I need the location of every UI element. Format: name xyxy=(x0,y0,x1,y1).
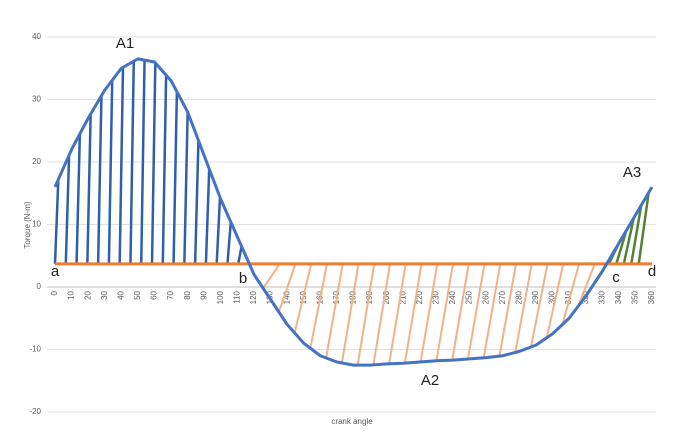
hatch xyxy=(514,263,533,353)
hatch xyxy=(372,263,391,366)
hatch xyxy=(356,263,376,366)
hatch xyxy=(435,263,454,361)
x-tick-label: 90 xyxy=(199,290,208,299)
x-tick-label: 220 xyxy=(415,290,424,304)
hatch xyxy=(451,263,470,361)
hatch xyxy=(150,62,157,264)
x-tick-label: 100 xyxy=(216,290,225,304)
y-tick-label: 10 xyxy=(32,220,41,229)
x-tick-label: 110 xyxy=(233,290,242,303)
hatch xyxy=(86,114,92,264)
x-tick-label: 300 xyxy=(548,290,557,304)
hatch xyxy=(561,263,580,325)
x-tick-label: 20 xyxy=(83,290,92,299)
x-tick-label: 140 xyxy=(282,290,291,304)
annotation: a xyxy=(51,263,60,280)
x-tick-label: 230 xyxy=(432,290,441,304)
hatch xyxy=(630,205,643,265)
x-tick-label: 330 xyxy=(597,290,606,304)
x-tick-label: 340 xyxy=(614,290,623,304)
x-tick-label: 10 xyxy=(67,290,76,299)
hatch xyxy=(309,263,328,349)
hatch xyxy=(96,95,103,264)
x-tick-label: 30 xyxy=(100,290,109,299)
hatch xyxy=(139,60,146,264)
y-tick-label: 20 xyxy=(32,157,41,166)
hatch xyxy=(498,263,518,357)
annotation: A1 xyxy=(116,35,134,52)
x-tick-label: 50 xyxy=(133,290,142,299)
hatch xyxy=(482,263,502,358)
annotation: A3 xyxy=(623,164,641,181)
x-tick-label: 280 xyxy=(514,290,523,304)
annotation: A2 xyxy=(421,372,439,389)
hatch xyxy=(325,263,344,359)
line xyxy=(53,57,654,367)
x-tick-label: 290 xyxy=(531,290,540,304)
y-tick-label: 30 xyxy=(32,95,41,104)
x-tick-label: 0 xyxy=(50,290,59,295)
hatch xyxy=(622,217,635,265)
hatch xyxy=(466,263,486,360)
y-tick-label: 0 xyxy=(37,282,42,291)
hatch xyxy=(64,155,71,264)
y-tick-label: -20 xyxy=(29,407,41,416)
x-tick-label: 200 xyxy=(382,290,391,304)
annotation: d xyxy=(648,263,656,280)
y-tick-label: -10 xyxy=(29,345,41,354)
x-tick-label: 270 xyxy=(498,290,507,304)
x-tick-label: 250 xyxy=(465,290,474,304)
hatch xyxy=(262,263,281,289)
x-tick-label: 240 xyxy=(448,290,457,304)
hatch xyxy=(419,263,439,363)
x-tick-label: 260 xyxy=(481,290,490,304)
hatch xyxy=(293,263,313,334)
hatch xyxy=(637,192,650,265)
hatch xyxy=(403,263,423,364)
x-tick-label: 60 xyxy=(150,290,159,299)
x-tick-label: 360 xyxy=(647,290,656,304)
hatch xyxy=(172,91,179,264)
hatch xyxy=(237,246,243,265)
hatch xyxy=(277,263,297,313)
hatch xyxy=(75,133,82,264)
hatch xyxy=(107,80,114,264)
hatch xyxy=(161,75,168,264)
y-axis-label: Torque (N-m) xyxy=(23,201,32,248)
x-tick-label: 70 xyxy=(166,290,175,299)
hatch xyxy=(340,263,360,364)
y-tick-label: 40 xyxy=(32,32,41,41)
hatch xyxy=(388,263,407,364)
hatch xyxy=(215,197,222,264)
x-tick-label: 310 xyxy=(564,290,573,304)
hatch xyxy=(193,140,200,264)
x-tick-label: 120 xyxy=(249,290,258,304)
annotation: c xyxy=(612,269,620,286)
x-tick-label: 350 xyxy=(631,290,640,304)
x-axis-label: crank angle xyxy=(331,417,373,426)
annotation: b xyxy=(239,270,247,287)
x-tick-label: 40 xyxy=(116,290,125,299)
hatch xyxy=(204,168,211,264)
hatch xyxy=(577,263,596,307)
hatch xyxy=(545,263,565,339)
hatch xyxy=(183,111,189,264)
hatch xyxy=(129,61,136,264)
x-tick-label: 80 xyxy=(183,290,192,299)
x-tick-label: 210 xyxy=(398,290,407,304)
hatch xyxy=(226,221,233,264)
hatch xyxy=(529,263,549,348)
hatch xyxy=(118,67,125,264)
hatch xyxy=(53,179,60,264)
